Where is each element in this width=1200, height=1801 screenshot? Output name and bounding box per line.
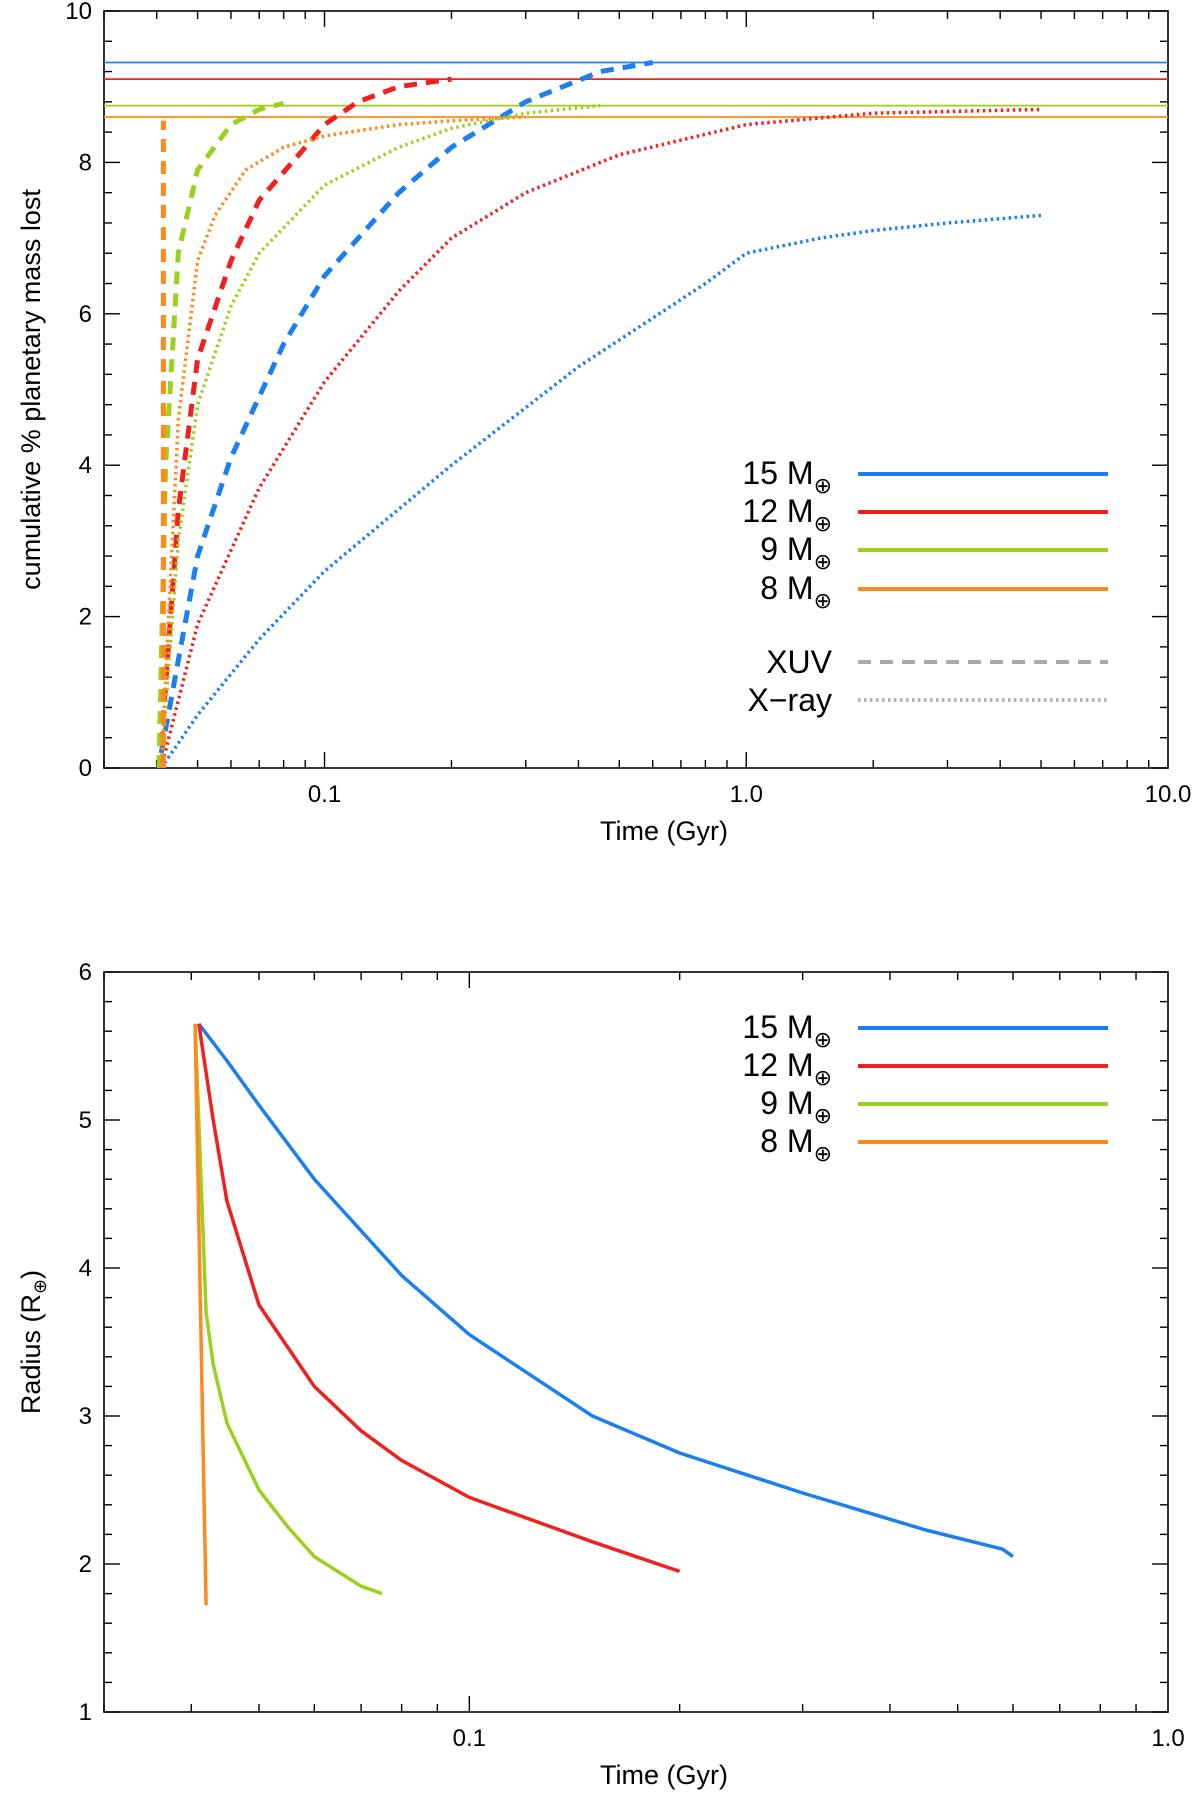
y-tick-label: 8 [79,149,92,176]
legend: 15 M⊕12 M⊕9 M⊕8 M⊕ [742,1009,1108,1166]
chart-panel-2: 0.1 1.0 1 2 3 4 5 6 Time (Gyr) Radius (R⊕) 15 M⊕12… [16,959,1185,1790]
legend-label: 8 M⊕ [760,570,832,613]
series-line [159,103,601,768]
plot-frame [103,971,1169,1713]
y-axis-label: Radius (R⊕) [16,1270,50,1414]
y-tick-label: 1 [79,1699,92,1726]
series-line [158,76,452,746]
y-tick-label: 2 [79,1551,92,1578]
y-tick-label: 2 [79,604,92,631]
y-tick-label: 6 [79,301,92,328]
y-tick-label: 4 [79,452,92,479]
series-line [197,1022,1015,1559]
chart-panel-1: 0.1 1.0 10.0 0 2 4 6 8 10 Time (Gyr) cumulative % … [16,0,1191,846]
y-tick-label: 4 [79,1255,92,1282]
legend-label: 15 M⊕ [742,455,832,498]
data-layer [193,1022,1015,1606]
x-tick-label: 0.1 [308,781,341,808]
y-tick-label: 10 [65,0,92,25]
plot-frame [103,10,1169,769]
series-line [159,213,1042,768]
series-line [193,1023,383,1596]
legend-label: 12 M⊕ [742,1047,832,1090]
data-layer [104,60,1168,768]
x-tick-label: 1.0 [730,781,763,808]
series-line [193,1023,208,1606]
x-tick-label: 1.0 [1151,1725,1184,1752]
y-axis-label: cumulative % planetary mass lost [16,189,46,590]
legend-label: 8 M⊕ [760,1123,832,1166]
x-axis-label: Time (Gyr) [600,1760,728,1790]
y-tick-label: 5 [79,1107,92,1134]
legend-label: 15 M⊕ [742,1009,832,1052]
y-tick-label: 6 [79,959,92,986]
legend-label: 12 M⊕ [742,493,832,536]
y-tick-label: 0 [79,755,92,782]
x-tick-label: 10.0 [1145,781,1192,808]
series-line [159,115,526,768]
x-axis-label: Time (Gyr) [600,816,728,846]
series-line [156,100,285,768]
x-tick-label: 0.1 [453,1725,486,1752]
legend-label: XUV [766,644,832,680]
legend-label: 9 M⊕ [760,1085,832,1128]
series-line [197,1023,681,1574]
legend-label: 9 M⊕ [760,531,832,574]
series-line [159,107,1042,768]
series-line [158,60,654,754]
y-tick-label: 3 [79,1403,92,1430]
legend-label: X−ray [748,682,832,718]
